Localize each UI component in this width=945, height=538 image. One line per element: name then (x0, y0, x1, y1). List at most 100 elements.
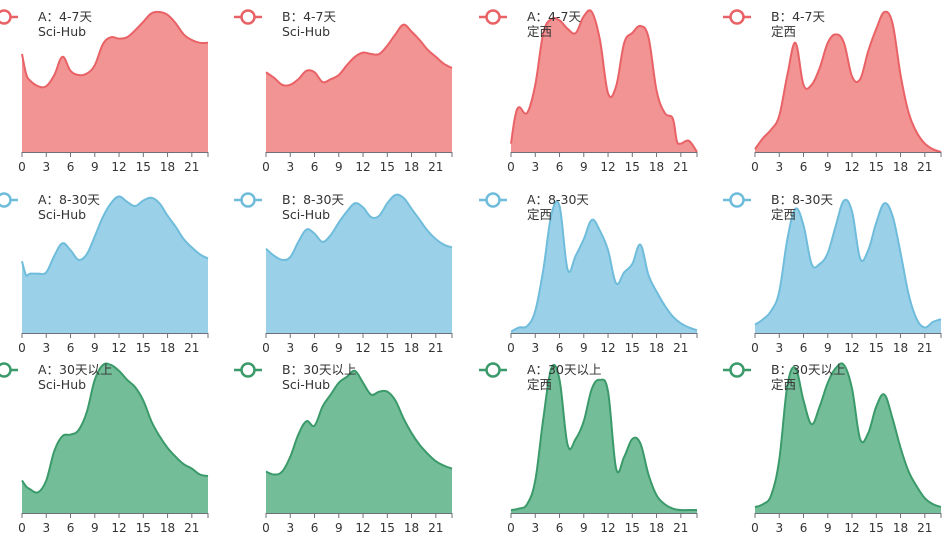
legend-marker-icon (240, 9, 256, 25)
x-tick-label: 6 (311, 341, 319, 355)
x-tick-label: 15 (869, 341, 884, 355)
x-tick-label: 12 (844, 521, 859, 535)
x-tick-label: 18 (649, 341, 664, 355)
legend-label: A：8-30天 (527, 192, 589, 207)
x-tick-label: 15 (625, 160, 640, 174)
x-tick-label: 9 (824, 341, 832, 355)
legend-marker-icon (240, 192, 256, 208)
x-tick-label: 9 (824, 521, 832, 535)
legend-source-label: 定西 (771, 207, 796, 222)
x-tick-label: 21 (673, 341, 688, 355)
legend-marker-icon (0, 362, 12, 378)
legend-source-label: 定西 (527, 24, 552, 39)
x-tick-label: 15 (136, 521, 151, 535)
x-tick-label: 15 (869, 521, 884, 535)
legend-source-label: Sci-Hub (38, 24, 86, 39)
legend-label: A：30天以上 (38, 362, 112, 377)
legend-label: A：30天以上 (527, 362, 601, 377)
series-line (510, 200, 698, 333)
x-tick-label: 21 (673, 521, 688, 535)
x-tick-label: 3 (531, 521, 539, 535)
x-tick-label: 9 (91, 521, 99, 535)
x-tick-label: 3 (775, 341, 783, 355)
x-tick-label: 9 (580, 160, 588, 174)
legend-marker-icon (0, 9, 12, 25)
series-area (755, 363, 941, 513)
x-tick-label: 18 (893, 341, 908, 355)
series-line (265, 369, 453, 476)
x-tick-label: 0 (751, 521, 759, 535)
legend-source-label: 定西 (771, 24, 796, 39)
x-tick-label: 3 (286, 160, 294, 174)
x-tick-label: 12 (355, 160, 370, 174)
legend-label: A：4-7天 (38, 9, 92, 24)
series-line (754, 198, 942, 329)
legend-source-label: Sci-Hub (282, 24, 330, 39)
x-tick-label: 12 (600, 160, 615, 174)
x-tick-label: 6 (800, 341, 808, 355)
series-area (266, 24, 452, 152)
x-tick-label: 0 (18, 341, 26, 355)
x-tick-label: 15 (136, 160, 151, 174)
series-area (755, 199, 941, 333)
x-tick-label: 21 (428, 521, 443, 535)
x-tick-label: 0 (262, 521, 270, 535)
legend-source-label: Sci-Hub (38, 207, 86, 222)
x-tick-label: 21 (184, 521, 199, 535)
x-tick-label: 12 (600, 341, 615, 355)
x-tick-label: 12 (111, 341, 126, 355)
x-tick-label: 18 (649, 160, 664, 174)
x-tick-label: 21 (184, 341, 199, 355)
legend-marker-icon (0, 192, 12, 208)
x-tick-label: 3 (42, 341, 50, 355)
legend-source-label: 定西 (771, 377, 796, 392)
x-tick-label: 9 (580, 521, 588, 535)
x-tick-label: 21 (917, 160, 932, 174)
legend-marker-icon (485, 192, 501, 208)
x-tick-label: 0 (262, 341, 270, 355)
x-tick-label: 0 (507, 160, 515, 174)
x-tick-label: 3 (775, 521, 783, 535)
x-tick-label: 21 (917, 341, 932, 355)
x-tick-label: 18 (893, 521, 908, 535)
x-tick-label: 9 (335, 521, 343, 535)
series-area (755, 11, 941, 152)
x-tick-label: 6 (67, 341, 75, 355)
series-area (511, 10, 697, 152)
x-tick-label: 12 (355, 341, 370, 355)
series-line (265, 23, 453, 87)
x-tick-label: 6 (67, 521, 75, 535)
x-tick-label: 0 (18, 521, 26, 535)
legend-label: B：30天以上 (771, 362, 845, 377)
x-tick-label: 18 (404, 341, 419, 355)
legend-source-label: 定西 (527, 377, 552, 392)
x-tick-label: 21 (917, 521, 932, 535)
series-line (21, 362, 209, 494)
x-tick-label: 6 (311, 521, 319, 535)
series-line (754, 362, 942, 509)
x-tick-label: 6 (800, 160, 808, 174)
x-tick-label: 18 (160, 341, 175, 355)
x-tick-label: 21 (428, 341, 443, 355)
x-tick-label: 9 (91, 341, 99, 355)
x-tick-label: 18 (404, 521, 419, 535)
series-area (266, 370, 452, 513)
legend-marker-icon (729, 362, 745, 378)
x-tick-label: 15 (625, 341, 640, 355)
x-tick-label: 12 (600, 521, 615, 535)
x-tick-label: 3 (775, 160, 783, 174)
x-tick-label: 12 (355, 521, 370, 535)
x-tick-label: 6 (556, 160, 564, 174)
x-tick-label: 0 (262, 160, 270, 174)
x-tick-label: 15 (869, 160, 884, 174)
